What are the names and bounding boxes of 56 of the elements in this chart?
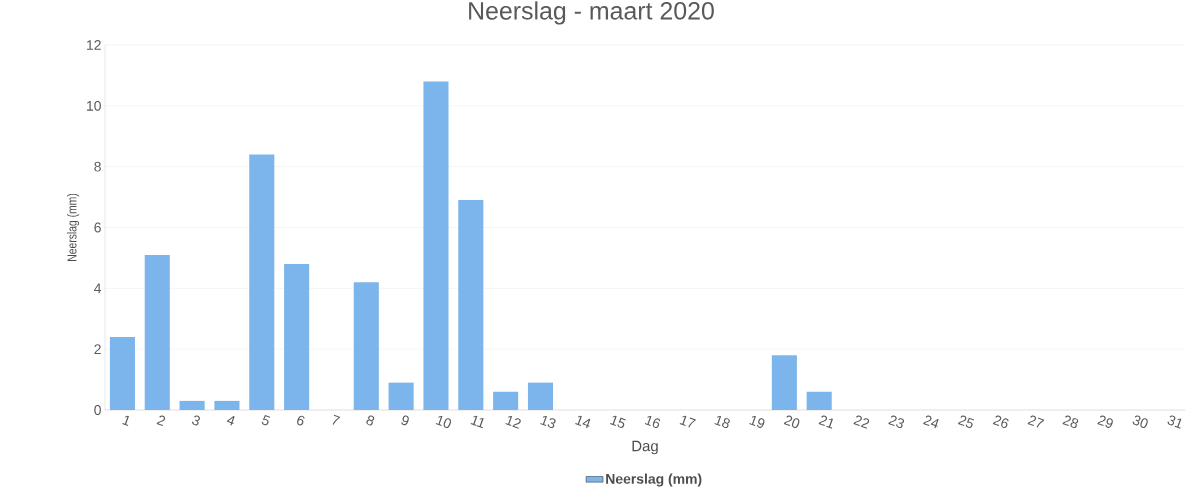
y-tick-label: 10: [87, 100, 101, 111]
legend-label: Neerslag (mm): [606, 473, 702, 487]
x-tick-label: 9: [401, 415, 409, 426]
x-tick-label: 6: [297, 415, 305, 426]
x-tick-label: 25: [957, 415, 975, 429]
x-tick-label: 8: [366, 415, 375, 426]
x-tick-label: 27: [1027, 415, 1045, 428]
x-tick-label: 24: [923, 415, 939, 429]
x-tick-label: 29: [1097, 415, 1113, 428]
chart-title: Neerslag - maart 2020: [469, 1, 714, 25]
x-tick-label: 4: [226, 416, 235, 426]
x-tick-label: 19: [749, 415, 765, 428]
x-tick-label: 14: [575, 415, 591, 429]
x-tick-label: 7: [332, 414, 341, 425]
bar: [493, 391, 519, 410]
x-tick-label: 22: [853, 415, 870, 429]
bar: [249, 154, 275, 410]
bar: [423, 81, 449, 410]
y-tick-label: 0: [94, 405, 101, 415]
x-tick-label: 26: [992, 415, 1009, 429]
bar: [214, 400, 240, 410]
bar: [109, 337, 135, 410]
bar: [458, 200, 484, 410]
x-tick-label: 18: [714, 415, 730, 429]
y-tick-label: 2: [94, 344, 101, 355]
x-tick-label: 16: [644, 415, 661, 429]
x-tick-label: 21: [818, 415, 833, 429]
x-tick-label: 17: [679, 415, 696, 428]
x-tick-label: 2: [156, 415, 166, 427]
y-tick-label: 8: [94, 161, 101, 172]
bar: [179, 400, 205, 410]
x-tick-label: 3: [192, 415, 200, 426]
x-tick-label: 11: [470, 415, 484, 429]
bar: [527, 382, 554, 410]
x-tick-label: 5: [261, 414, 271, 426]
bar: [284, 264, 310, 410]
y-tick-label: 12: [87, 40, 101, 50]
x-tick-label: 28: [1062, 415, 1079, 429]
bar: [806, 391, 832, 410]
x-tick-label: 31: [1167, 415, 1182, 429]
x-tick-label: 23: [888, 415, 905, 429]
bar: [388, 382, 414, 410]
x-axis-title: Dag: [632, 440, 658, 455]
x-tick-label: 10: [435, 415, 452, 428]
x-tick-label: 20: [783, 415, 800, 428]
y-tick-label: 6: [94, 222, 101, 233]
bar: [353, 282, 379, 410]
y-axis-title: Neerslag (mm): [67, 193, 80, 261]
x-tick-label: 12: [505, 415, 521, 429]
x-tick-label: 13: [540, 415, 556, 429]
x-tick-label: 1: [122, 415, 129, 426]
y-tick-label: 4: [94, 283, 102, 294]
bar: [771, 355, 797, 410]
x-tick-label: 15: [609, 415, 626, 428]
x-tick-label: 30: [1132, 415, 1148, 428]
bar: [144, 254, 170, 410]
